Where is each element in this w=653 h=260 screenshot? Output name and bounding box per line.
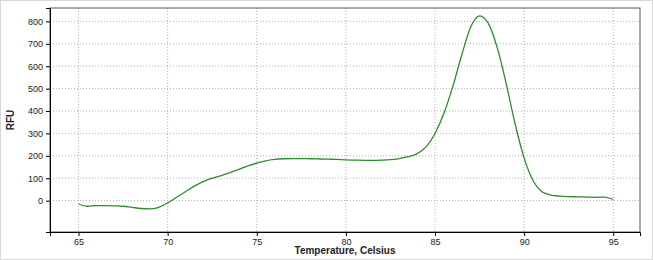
x-axis-title: Temperature, Celsius xyxy=(295,245,396,256)
x-tick-mark xyxy=(524,232,525,236)
x-tick-mark xyxy=(435,232,436,236)
y-tick-mark xyxy=(46,44,50,45)
y-tick: 700 xyxy=(28,39,50,49)
grid-line-x xyxy=(524,8,525,232)
x-tick: 95 xyxy=(609,232,619,247)
x-tick-mark xyxy=(79,232,80,236)
x-tick-mark xyxy=(257,232,258,236)
grid-line-x xyxy=(78,8,79,232)
plot-background xyxy=(50,8,640,232)
y-tick: 800 xyxy=(28,17,50,27)
x-axis-line xyxy=(51,233,641,237)
y-tick-label: 400 xyxy=(28,106,43,116)
grid-line-y xyxy=(50,43,640,44)
y-tick-label: 0 xyxy=(38,196,43,206)
y-tick-label: 600 xyxy=(28,62,43,72)
y-tick-label: 100 xyxy=(28,174,43,184)
grid-line-y xyxy=(50,200,640,201)
y-tick: 500 xyxy=(28,84,50,94)
x-tick: 70 xyxy=(163,232,173,247)
x-tick-label: 75 xyxy=(252,237,262,247)
y-tick-mark xyxy=(46,178,50,179)
x-tick-mark xyxy=(168,232,169,236)
x-tick-label: 85 xyxy=(431,237,441,247)
x-tick-label: 95 xyxy=(609,237,619,247)
y-tick: 300 xyxy=(28,129,50,139)
y-axis-line xyxy=(46,9,51,233)
chart: 657075808590950100200300400500600700800T… xyxy=(0,0,653,260)
grid-line-y xyxy=(50,88,640,89)
y-tick: 0 xyxy=(38,196,50,206)
y-tick-label: 500 xyxy=(28,84,43,94)
grid-line-y xyxy=(50,155,640,156)
grid-line-x xyxy=(435,8,436,232)
y-tick: 100 xyxy=(28,174,50,184)
y-tick: 400 xyxy=(28,106,50,116)
y-axis-title: RFU xyxy=(5,110,16,131)
y-tick-label: 700 xyxy=(28,39,43,49)
x-tick-mark xyxy=(346,232,347,236)
y-tick-mark xyxy=(46,21,50,22)
y-tick-mark xyxy=(46,133,50,134)
x-tick-mark xyxy=(613,232,614,236)
grid-line-y xyxy=(50,66,640,67)
x-tick-label: 90 xyxy=(520,237,530,247)
y-tick: 200 xyxy=(28,151,50,161)
grid-line-y xyxy=(50,111,640,112)
y-tick-mark xyxy=(46,111,50,112)
grid-line-x xyxy=(613,8,614,232)
marks xyxy=(79,16,614,209)
x-tick: 90 xyxy=(520,232,530,247)
y-axis: 0 100 200 300 400 500 600 700 800 xyxy=(28,9,51,233)
grid-line-x xyxy=(256,8,257,232)
y-tick-mark xyxy=(46,156,50,157)
plot-frame xyxy=(50,8,640,232)
y-tick-label: 200 xyxy=(28,151,43,161)
x-tick-label: 70 xyxy=(163,237,173,247)
x-tick: 75 xyxy=(252,232,262,247)
y-tick-label: 300 xyxy=(28,129,43,139)
y-tick-mark xyxy=(46,89,50,90)
grid-line-x xyxy=(345,8,346,232)
x-tick: 65 xyxy=(74,232,84,247)
grid-line-y xyxy=(50,133,640,134)
y-tick-mark xyxy=(46,66,50,67)
y-tick: 600 xyxy=(28,62,50,72)
grid-line-x xyxy=(167,8,168,232)
y-tick-mark xyxy=(46,201,50,202)
x-tick: 85 xyxy=(431,232,441,247)
plot: 657075808590950100200300400500600700800 xyxy=(28,8,641,247)
grid-line-y xyxy=(50,178,640,179)
x-tick-label: 65 xyxy=(74,237,84,247)
grid xyxy=(50,8,640,232)
line xyxy=(79,16,614,209)
outer-border xyxy=(1,1,653,260)
grid-line-y xyxy=(50,21,640,22)
y-tick-label: 800 xyxy=(28,17,43,27)
